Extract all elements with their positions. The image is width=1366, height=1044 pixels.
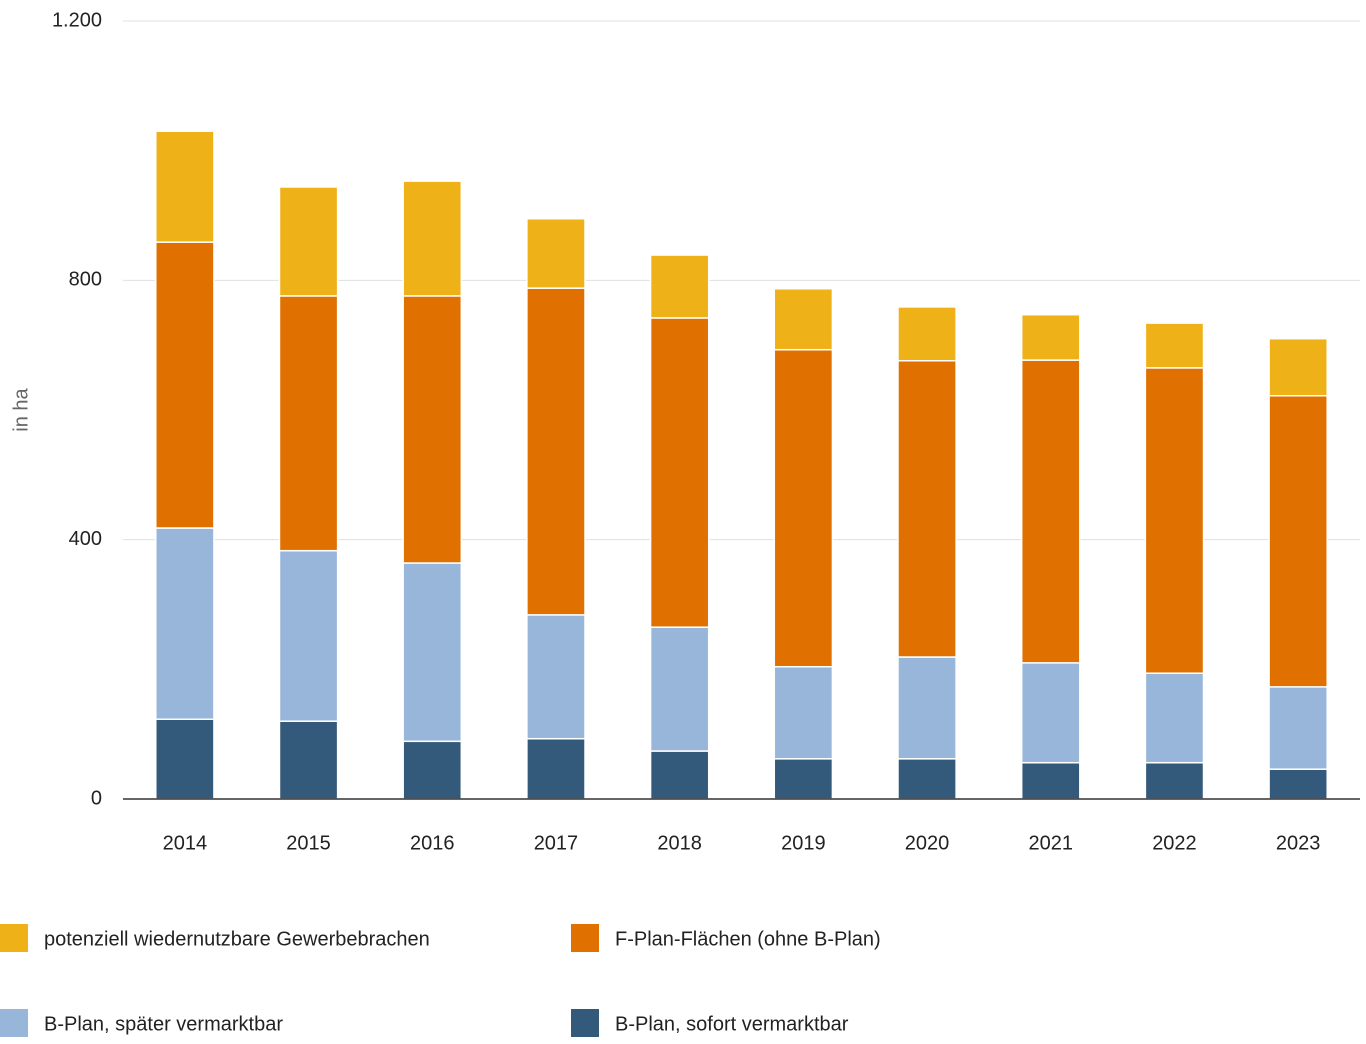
bar-segment (773, 288, 834, 351)
bar-segment (1020, 761, 1081, 800)
bar-segment (402, 562, 463, 743)
bar-segment (649, 750, 710, 800)
x-tick-label: 2017 (534, 832, 579, 854)
bar-segment (1144, 367, 1205, 674)
y-tick-label: 400 (69, 528, 102, 550)
legend-label: potenziell wiedernutzbare Gewerbebrachen (44, 928, 430, 950)
x-tick-label: 2021 (1029, 832, 1074, 854)
bar-segment (1020, 359, 1081, 664)
bar-segment (526, 614, 586, 740)
bar-segment (402, 180, 463, 297)
bar-segment (649, 317, 710, 628)
x-tick-label: 2015 (286, 832, 331, 854)
bar-segment (897, 758, 957, 800)
bar-segment (278, 186, 339, 297)
y-tick-label: 0 (91, 787, 102, 809)
x-tick-label: 2022 (1152, 832, 1197, 854)
bar-segment (155, 718, 215, 800)
legend-swatch (571, 924, 599, 952)
y-tick-label: 800 (69, 269, 102, 291)
bar-segment (1144, 761, 1205, 800)
bar-segment (897, 306, 957, 362)
bar-segment (526, 217, 586, 289)
bar-segment (649, 626, 710, 752)
bar-segment (526, 737, 586, 800)
bar-segment (155, 241, 215, 529)
x-tick-label: 2018 (657, 832, 702, 854)
bar-segment (897, 359, 957, 658)
bar-segment (773, 758, 834, 800)
bar-segment (1020, 313, 1081, 361)
bar-segment (1268, 768, 1328, 800)
bar-segment (278, 549, 339, 722)
legend-swatch (571, 1009, 599, 1037)
bar-segment (1144, 322, 1205, 369)
legend-label: B-Plan, später vermarktbar (44, 1013, 283, 1035)
bar-segment (897, 656, 957, 760)
bar-segment (1268, 394, 1328, 688)
bar-segment (278, 720, 339, 800)
legend-label: B-Plan, sofort vermarktbar (615, 1013, 849, 1035)
x-tick-label: 2020 (905, 832, 950, 854)
bar-segment (1268, 337, 1328, 397)
bar-segment (773, 665, 834, 760)
y-tick-label: 1.200 (52, 9, 102, 31)
bar-segment (649, 254, 710, 319)
legend-swatch (0, 924, 28, 952)
x-tick-label: 2023 (1276, 832, 1321, 854)
bar-segment (278, 295, 339, 552)
x-tick-label: 2016 (410, 832, 455, 854)
bar-segment (155, 527, 215, 721)
bar-segment (1020, 662, 1081, 764)
legend-swatch (0, 1009, 28, 1037)
x-tick-label: 2014 (163, 832, 208, 854)
bar-segment (402, 295, 463, 564)
x-tick-label: 2019 (781, 832, 826, 854)
legend-label: F-Plan-Flächen (ohne B-Plan) (615, 928, 881, 950)
bar-segment (402, 740, 463, 800)
bar-segment (155, 130, 215, 243)
bar-segment (1268, 686, 1328, 770)
bar-segment (1144, 672, 1205, 764)
bar-segment (526, 287, 586, 616)
bar-segment (773, 348, 834, 668)
y-axis-label: in ha (10, 387, 32, 431)
